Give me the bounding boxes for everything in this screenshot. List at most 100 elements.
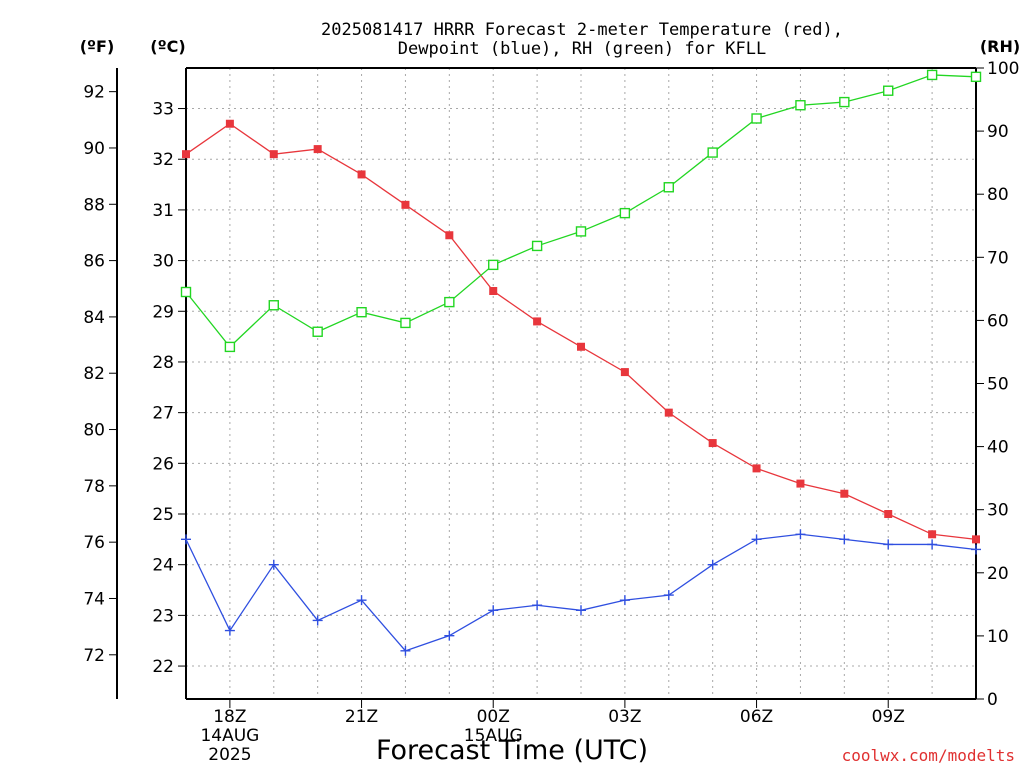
temperature-point [752,464,761,473]
rh-tick-label: 60 [987,311,1009,331]
celsius-tick-label: 27 [152,404,174,424]
unit-label-celsius: (ºC) [150,37,185,56]
fahrenheit-tick-label: 86 [83,252,105,272]
temperature-point [533,317,542,326]
celsius-tick-label: 24 [152,556,174,576]
temperature-point [840,489,849,498]
dewpoint-point [444,630,455,641]
dewpoint-point [181,534,191,545]
temperature-point [357,170,366,179]
rh-point [707,147,718,158]
rh-tick-label: 20 [987,564,1009,584]
temperature-point [489,287,498,296]
fahrenheit-tick-label: 90 [83,139,105,159]
temperature-point [620,368,629,377]
rh-point [224,341,236,353]
temperature-point [445,231,454,240]
rh-point [444,296,455,308]
rh-tick-label: 50 [987,375,1009,395]
rh-point [356,306,367,318]
temperature-point [577,342,585,351]
x-tick-year-label: 2025 [208,745,251,765]
rh-point [488,259,499,271]
rh-tick-label: 80 [987,185,1009,205]
rh-point [926,69,938,81]
dewpoint-point [576,605,586,616]
axes: 22 23 24 25 26 27 28 29 30 31 32 33 72 74 76 78 80 82 84 86… [83,59,1019,765]
dewpoint-point [268,559,279,570]
temperature-point [884,510,893,519]
x-axis-title: Forecast Time (UTC) [376,735,648,766]
rh-point [180,286,192,298]
rh-tick-label: 90 [987,122,1009,142]
credit-link[interactable]: coolwx.com/modelts [842,746,1015,765]
x-tick-label: 00Z [477,707,510,727]
celsius-tick-label: 26 [152,454,174,474]
fahrenheit-tick-label: 88 [83,195,105,215]
temperature-point [972,535,980,544]
x-tick-label: 03Z [608,707,641,727]
temperature-point [313,145,322,154]
rh-point [663,182,674,193]
rh-point [575,226,587,237]
dewpoint-point [707,559,718,570]
rh-point [400,317,411,329]
dewpoint-point [795,529,806,540]
x-tick-date-label: 14AUG [200,726,259,746]
unit-label-rh: (RH) [980,37,1020,56]
dewpoint-point [883,539,894,550]
rh-point [751,113,762,124]
rh-tick-label: 70 [987,248,1009,268]
celsius-tick-label: 23 [152,606,174,626]
celsius-tick-label: 33 [152,100,174,120]
dewpoint-point [663,590,674,601]
fahrenheit-tick-label: 80 [83,421,105,441]
rh-point [531,240,543,252]
chart-title-line1: 2025081417 HRRR Forecast 2-meter Tempera… [321,20,843,40]
fahrenheit-tick-label: 78 [83,477,105,497]
dewpoint-point [927,539,938,550]
dewpoint-point [751,534,762,545]
rh-point [883,85,894,96]
unit-label-fahrenheit: (ºF) [80,37,115,56]
temperature-point [708,439,717,448]
fahrenheit-tick-label: 74 [83,589,105,609]
celsius-tick-label: 28 [152,353,174,373]
data-series [180,69,982,656]
rh-line [185,74,977,348]
x-tick-label: 18Z [213,707,246,727]
chart-title-line2: Dewpoint (blue), RH (green) for KFLL [398,39,766,59]
dewpoint-point [400,645,411,656]
rh-point [619,207,631,219]
temperature-point [182,150,190,159]
fahrenheit-tick-label: 84 [83,308,105,328]
rh-tick-label: 40 [987,438,1009,458]
fahrenheit-tick-label: 76 [83,533,105,553]
fahrenheit-tick-label: 82 [83,364,105,384]
dewpoint-point [619,595,630,606]
temperature-point [796,479,805,488]
celsius-tick-label: 22 [152,657,174,677]
celsius-tick-label: 31 [152,201,174,221]
rh-tick-label: 100 [987,59,1019,79]
fahrenheit-tick-label: 92 [83,83,105,103]
celsius-tick-label: 30 [152,252,174,272]
temperature-point [225,119,234,128]
rh-tick-label: 10 [987,627,1009,647]
dewpoint-point [532,600,543,611]
temperature-point [269,150,278,159]
dewpoint-point [488,605,499,616]
x-tick-label: 21Z [345,707,378,727]
x-tick-label: 09Z [872,707,905,727]
celsius-tick-label: 29 [152,302,174,322]
x-tick-label: 06Z [740,707,773,727]
rh-point [268,300,279,311]
temperature-point [928,530,937,539]
temperature-point [664,408,673,417]
temperature-point [401,200,410,209]
dewpoint-point [224,625,235,636]
rh-tick-label: 0 [987,690,998,710]
celsius-tick-label: 25 [152,505,174,525]
dewpoint-point [839,534,850,545]
